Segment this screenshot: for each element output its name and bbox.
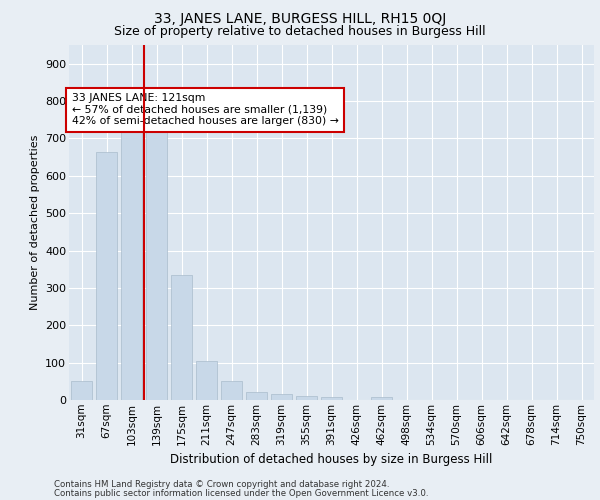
- Text: Contains HM Land Registry data © Crown copyright and database right 2024.: Contains HM Land Registry data © Crown c…: [54, 480, 389, 489]
- Bar: [196, 361, 217, 400]
- Text: Contains public sector information licensed under the Open Government Licence v3: Contains public sector information licen…: [54, 488, 428, 498]
- Bar: [296, 396, 317, 400]
- Bar: [321, 397, 342, 400]
- Bar: [246, 392, 267, 400]
- Bar: [71, 382, 92, 400]
- Y-axis label: Number of detached properties: Number of detached properties: [29, 135, 40, 310]
- Text: Size of property relative to detached houses in Burgess Hill: Size of property relative to detached ho…: [114, 25, 486, 38]
- Bar: [146, 120, 167, 400]
- Text: 33 JANES LANE: 121sqm
← 57% of detached houses are smaller (1,139)
42% of semi-d: 33 JANES LANE: 121sqm ← 57% of detached …: [71, 93, 338, 126]
- Bar: [96, 152, 117, 400]
- Bar: [171, 275, 192, 400]
- Bar: [371, 398, 392, 400]
- X-axis label: Distribution of detached houses by size in Burgess Hill: Distribution of detached houses by size …: [170, 453, 493, 466]
- Bar: [221, 382, 242, 400]
- Text: 33, JANES LANE, BURGESS HILL, RH15 0QJ: 33, JANES LANE, BURGESS HILL, RH15 0QJ: [154, 12, 446, 26]
- Bar: [271, 394, 292, 400]
- Bar: [121, 120, 142, 400]
